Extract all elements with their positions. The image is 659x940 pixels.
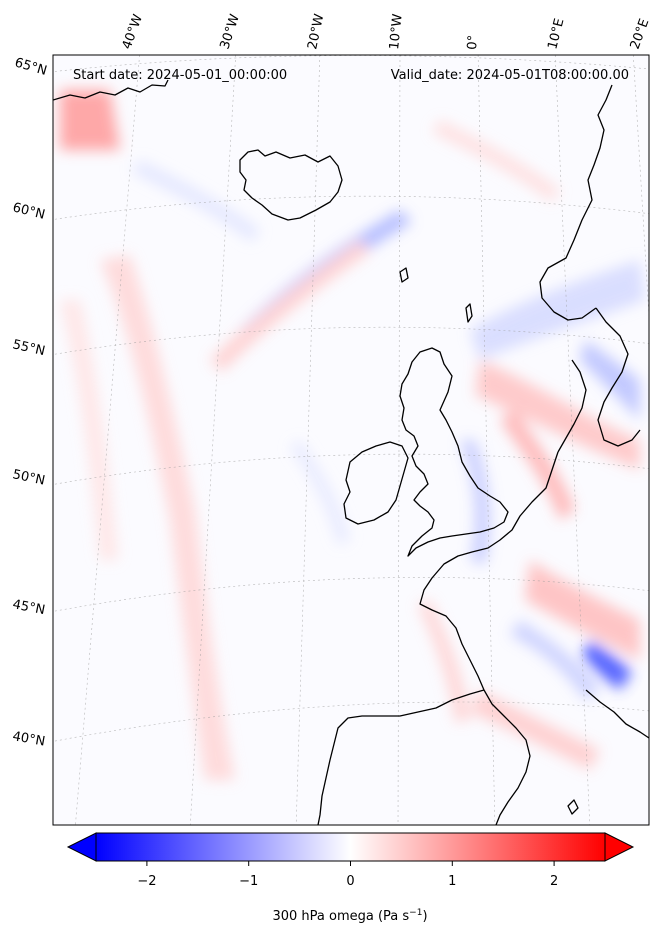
graticule [53, 55, 649, 825]
north-sea-red-2 [500, 410, 575, 520]
continent-blue [510, 620, 600, 700]
atlantic-blue-faint [290, 440, 350, 545]
iceland-coast [239, 149, 343, 221]
atlantic-red-band-2 [60, 300, 118, 560]
meridian-20w [295, 55, 321, 825]
meridian-20e [633, 55, 649, 321]
lon-label-20e: 20°E [628, 17, 653, 52]
corsica [567, 799, 579, 815]
colorbar-label-end: ) [422, 909, 427, 924]
sweden-denmark-coast [595, 307, 641, 447]
lat-label-45n: 45°N [11, 597, 46, 618]
ireland-coast [343, 441, 409, 525]
colorbar-tick-label: 1 [448, 874, 456, 889]
colorbar-tick-label: 2 [550, 874, 558, 889]
england-blue-streak [460, 440, 491, 565]
parallel-55 [53, 326, 649, 355]
norway-blue-band [470, 260, 645, 360]
coastlines [53, 79, 649, 825]
colorbar-extend-high [604, 832, 635, 862]
lon-label-10w: 10°W [387, 13, 406, 50]
lat-label-55n: 55°N [11, 337, 46, 359]
atlantic-red-band [100, 255, 235, 780]
colorbar-tick-label: −1 [239, 874, 258, 889]
lon-label-20w: 20°W [305, 12, 327, 50]
atlantic-red-streak [210, 240, 370, 372]
meridian-10e [554, 55, 591, 825]
iberia-coast [317, 689, 485, 825]
colorbar-ticks: −2 −1 0 1 2 [137, 861, 558, 889]
lat-label-60n: 60°N [11, 200, 46, 222]
parallel-60 [53, 195, 649, 220]
lon-label-40w: 40°W [120, 12, 146, 51]
meridian-0 [477, 55, 496, 825]
scandinavia-blue [580, 340, 640, 420]
denmark-coast [557, 359, 587, 453]
scotland-england-coast [399, 347, 509, 557]
lat-label-40n: 40°N [11, 729, 46, 749]
omega-field [53, 55, 649, 825]
iberia-red [470, 690, 600, 770]
alps-blue-core [582, 640, 632, 690]
italy-coast [585, 689, 649, 739]
colorbar-label-sup: −1 [409, 908, 422, 918]
latitude-labels: 65°N 60°N 55°N 50°N 45°N 40°N [11, 55, 49, 749]
colorbar-label-main: 300 hPa omega (Pa s [272, 909, 409, 924]
shetland [465, 303, 473, 323]
colorbar: −2 −1 0 1 2 300 hPa omega (Pa s−1) [66, 832, 635, 924]
greenland-red-patch [60, 90, 120, 150]
greenland-coast [53, 79, 169, 101]
faroes [399, 267, 409, 283]
parallel-65 [53, 55, 649, 72]
mediterranean-coast [483, 689, 531, 825]
meridian-10w [397, 55, 401, 825]
map-frame [52, 54, 650, 826]
north-sea-red [475, 360, 640, 470]
biscay-red [418, 600, 470, 722]
norway-coast [539, 84, 613, 321]
colorbar-extend-low [66, 832, 97, 862]
continent-red [525, 560, 640, 660]
parallel-50 [53, 453, 649, 485]
norwegian-sea-red [432, 120, 560, 202]
valid-date-label: Valid_date: 2024-05-01T08:00:00.00 [391, 68, 629, 83]
colorbar-tick-label: 0 [346, 874, 354, 889]
longitude-labels: 40°W 30°W 20°W 10°W 0° 10°E 20°E [120, 12, 653, 51]
start-date-label: Start date: 2024-05-01_00:00:00 [73, 68, 287, 83]
lon-label-0: 0° [465, 34, 481, 50]
lon-label-30w: 30°W [218, 12, 243, 51]
irminger-blue-faint [132, 160, 260, 242]
colorbar-tick-label: −2 [137, 874, 156, 889]
continent-coast [419, 451, 559, 691]
lat-label-50n: 50°N [11, 467, 46, 488]
lat-label-65n: 65°N [13, 55, 49, 78]
colorbar-body [95, 832, 606, 862]
meridian-30w [189, 55, 237, 825]
lon-label-10e: 10°E [545, 17, 567, 51]
colorbar-label: 300 hPa omega (Pa s−1) [272, 908, 427, 924]
meridian-40w [75, 55, 140, 825]
